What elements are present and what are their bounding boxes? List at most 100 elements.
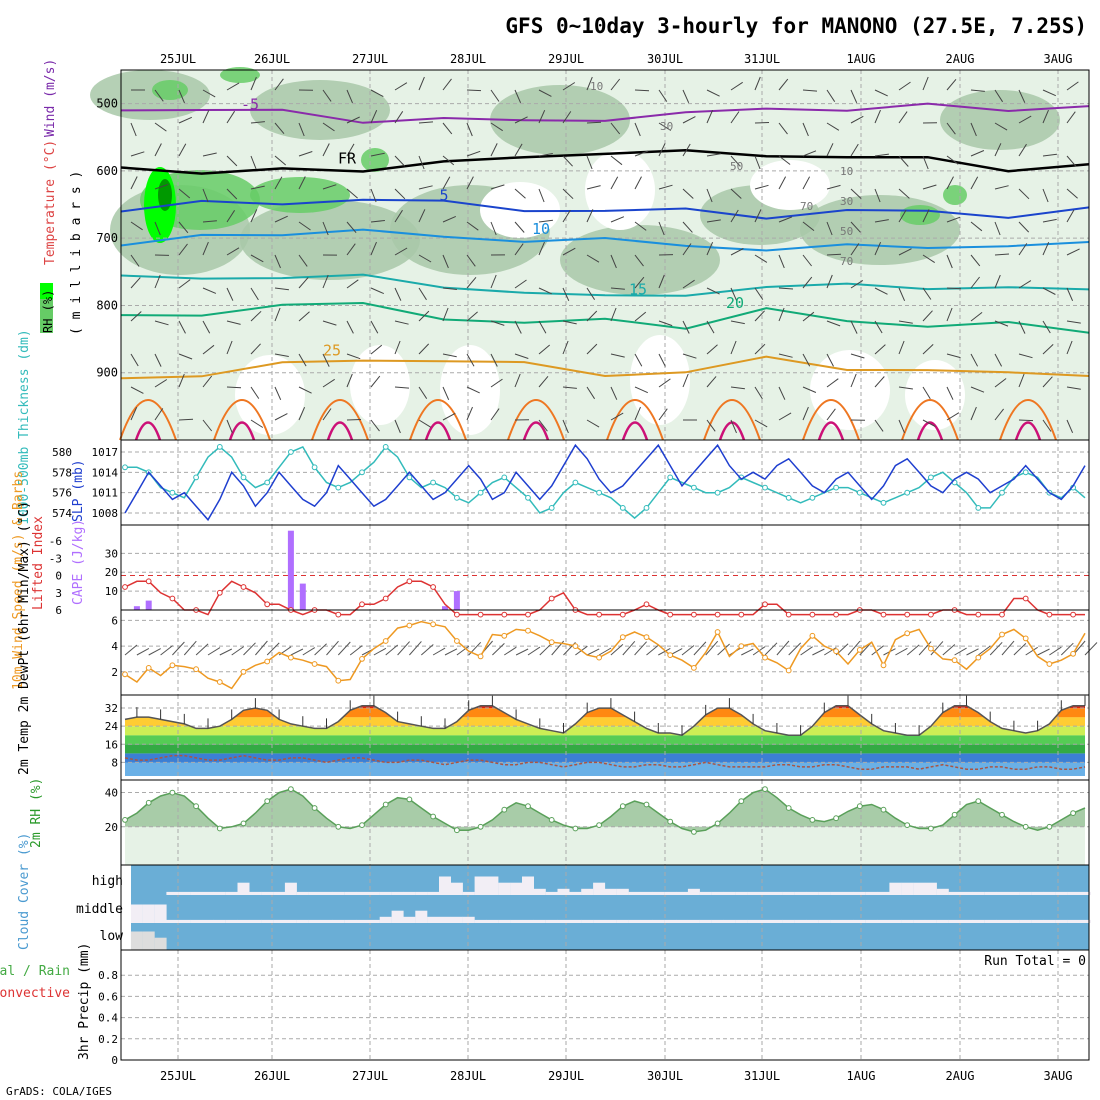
- wind-barb: [515, 648, 529, 656]
- wind-barb: [610, 254, 617, 269]
- wind-barb: [409, 641, 422, 656]
- wind-barb: [490, 320, 505, 326]
- cloud-cover-bar: [202, 891, 214, 895]
- isotherm-label: 15: [629, 281, 647, 299]
- wind-barb: [226, 110, 236, 124]
- wind-barb: [802, 150, 817, 157]
- wind-barb: [946, 386, 954, 400]
- lifted-index-line-point: [975, 611, 982, 618]
- wind-barb: [778, 287, 794, 290]
- wind-barb: [1025, 646, 1038, 656]
- day-label-bottom: 2AUG: [946, 1069, 975, 1083]
- cloud-cover-bar: [308, 919, 321, 923]
- wind-barb: [682, 320, 690, 334]
- day-label-bottom: 29JUL: [548, 1069, 584, 1083]
- wind-barb: [1066, 81, 1079, 91]
- wind-barb: [442, 412, 456, 421]
- wind-barb: [1049, 646, 1062, 656]
- wind-barb: [226, 188, 238, 200]
- slp-line: [124, 443, 1086, 522]
- wind-barb: [370, 89, 384, 98]
- cloud-cover-bar: [403, 891, 416, 895]
- wind-barb: [394, 386, 410, 389]
- wind-barb: [562, 209, 571, 223]
- thickness-line-point: [928, 474, 934, 481]
- day-label-bottom: 31JUL: [744, 1069, 780, 1083]
- wind-barb: [130, 176, 138, 190]
- wind-barb: [562, 111, 572, 124]
- wind-barb: [946, 176, 954, 190]
- precip-tick-label: 0.8: [98, 969, 118, 982]
- wind-barb: [586, 185, 601, 190]
- wind-barb: [634, 150, 649, 157]
- wind-barb: [178, 143, 187, 157]
- wind-speed-line-point: [216, 679, 223, 685]
- cloud-cover-bar: [711, 891, 724, 895]
- wind-barb: [250, 155, 257, 170]
- wind-barb: [442, 176, 451, 190]
- panel-frame: [120, 524, 1090, 611]
- wind-barb: [1013, 643, 1027, 656]
- wind-barb: [202, 110, 210, 124]
- wind-barb: [682, 89, 690, 104]
- cloud-level-label: high: [92, 874, 123, 889]
- temp-band: [125, 744, 1085, 754]
- wind-barb: [466, 150, 481, 157]
- wind-speed-line-point: [667, 652, 674, 658]
- cloud-cover-bar: [1043, 919, 1056, 923]
- wind-barb: [432, 647, 446, 656]
- cloud-cover-bar: [687, 888, 700, 895]
- thickness-line-point: [975, 505, 982, 511]
- wind-barb: [514, 243, 524, 256]
- isotherm-line: [424, 421, 452, 441]
- cloud-cover-bar: [320, 919, 333, 923]
- wind-barb: [202, 375, 213, 388]
- wind-barb: [730, 287, 738, 302]
- dewpoint-line: [124, 754, 1086, 770]
- lifted-index-line-point: [382, 595, 389, 602]
- isotherm-line: [621, 421, 649, 441]
- thickness-tick-label: 578: [52, 466, 72, 479]
- wind-barb: [922, 184, 937, 190]
- wind-barb: [874, 109, 881, 124]
- wind-barb: [274, 78, 284, 91]
- wind-barb: [124, 644, 138, 656]
- wind-barb: [826, 221, 833, 236]
- wind-barb: [250, 343, 261, 355]
- cloud-cover-bar: [593, 919, 606, 923]
- wind-barb: [898, 386, 913, 390]
- cloud-cover-bar: [984, 919, 997, 923]
- day-label-top: 25JUL: [160, 52, 196, 66]
- wind-barb: [994, 221, 1001, 236]
- wind-barb: [274, 307, 281, 322]
- rh-line-point: [216, 825, 223, 832]
- wind-barb: [346, 419, 362, 421]
- wind-speed-line-point: [122, 671, 128, 678]
- thickness-tick-label: 580: [52, 446, 72, 459]
- cloud-cover-bar: [261, 919, 274, 923]
- wind-speed-line-point: [762, 654, 768, 661]
- wind-barb: [492, 643, 505, 656]
- wind-barb: [826, 122, 840, 131]
- wind-barb: [634, 353, 643, 367]
- wind-barb: [942, 644, 956, 656]
- wind-barb: [826, 274, 833, 289]
- wind-barb: [136, 647, 150, 656]
- lifted-tick-label: -3: [49, 552, 62, 565]
- wind-barb: [527, 646, 541, 656]
- cloud-cover-bar: [747, 919, 760, 923]
- wind-barb: [850, 279, 864, 289]
- precip-tick-label: 0.2: [98, 1033, 118, 1046]
- wind-barb: [298, 151, 313, 157]
- wind-tick-label: 6: [111, 614, 118, 627]
- wind-barb: [970, 176, 979, 190]
- wind-barb: [754, 122, 770, 124]
- thickness-line-point: [667, 474, 674, 481]
- wind-barb: [490, 184, 505, 190]
- thickness-line-point: [122, 464, 128, 471]
- cloud-cover-bar: [284, 919, 297, 923]
- thickness-line-point: [833, 484, 839, 491]
- day-label-bottom: 28JUL: [450, 1069, 486, 1083]
- wind-barb: [778, 122, 788, 135]
- rh-tick-label: 20: [105, 821, 118, 834]
